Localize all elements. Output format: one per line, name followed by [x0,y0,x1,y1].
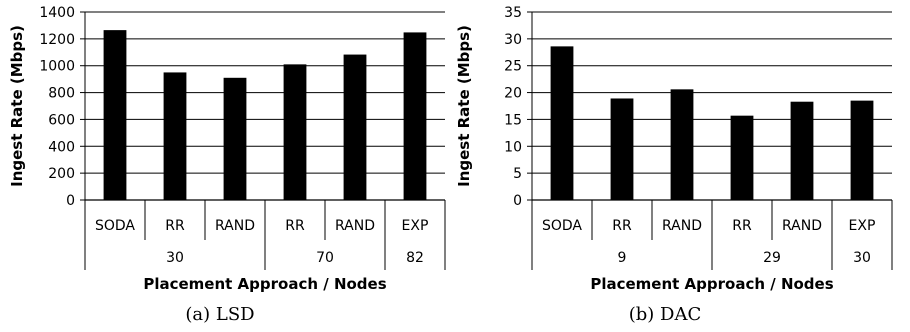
bar [403,32,427,200]
x-group-label: 82 [406,250,424,266]
x-group-label: 30 [166,250,184,266]
x-category-label: EXP [849,218,876,234]
chart-caption: (b) DAC [629,304,702,325]
bar [790,101,814,200]
bar [283,64,307,200]
bar [730,115,754,200]
y-axis-title: Ingest Rate (Mbps) [455,25,473,187]
y-tick-label: 15 [504,112,522,128]
x-axis-title: Placement Approach / Nodes [590,275,833,293]
bar [223,77,247,200]
x-category-label: RR [612,218,632,234]
bar [550,46,574,201]
bar [343,54,367,200]
chart-panel-lsd: 0 200 400 600 800 1000 1200 1400 SODA RR RAND RR RAN… [8,5,446,325]
y-tick-label: 1400 [39,5,75,21]
y-tick-label: 0 [513,193,522,209]
bar [850,100,874,200]
x-group-label: 30 [853,250,871,266]
x-axis-title: Placement Approach / Nodes [143,275,386,293]
y-tick-label: 600 [48,112,75,128]
x-category-label: RAND [662,218,702,234]
x-group-label: 70 [316,250,334,266]
bar [163,72,187,200]
y-tick-label: 800 [48,86,75,102]
y-tick-label: 0 [66,193,75,209]
y-tick-label: 5 [513,166,522,182]
y-tick-label: 400 [48,139,75,155]
x-category-label: RR [732,218,752,234]
y-tick-label: 1200 [39,32,75,48]
y-tick-label: 200 [48,166,75,182]
x-category-label: RR [285,218,305,234]
x-category-label: EXP [402,218,429,234]
bar [610,98,634,200]
y-tick-label: 30 [504,32,522,48]
y-tick-label: 35 [504,5,522,21]
bar [103,30,127,200]
chart-caption: (a) LSD [185,304,254,325]
x-category-label: RR [165,218,185,234]
x-category-label: SODA [95,218,135,234]
y-tick-label: 20 [504,86,522,102]
y-tick-label: 10 [504,139,522,155]
chart-panel-dac: 0 5 10 15 20 25 30 35 SODA RR RAND RR RAND EXP 9 29 30 In… [455,5,893,325]
x-category-label: RAND [782,218,822,234]
x-category-label: SODA [542,218,582,234]
y-tick-label: 1000 [39,59,75,75]
y-axis-title: Ingest Rate (Mbps) [8,25,26,187]
x-group-label: 29 [763,250,781,266]
x-category-label: RAND [215,218,255,234]
y-tick-label: 25 [504,59,522,75]
x-group-label: 9 [618,250,627,266]
x-category-label: RAND [335,218,375,234]
bar [670,89,694,200]
